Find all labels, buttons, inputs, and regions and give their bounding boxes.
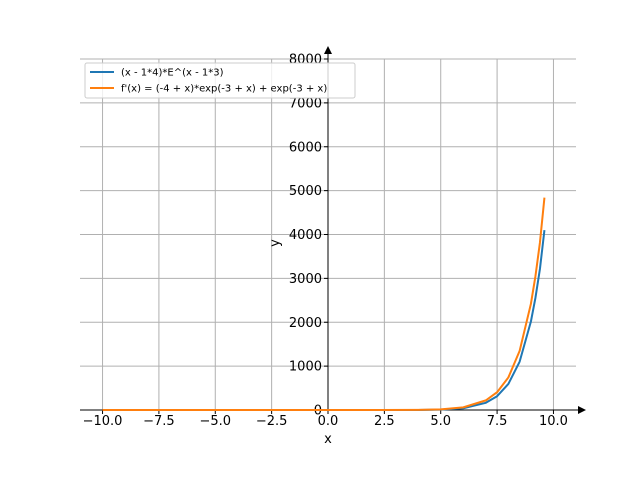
x-tick-label: 7.5 <box>487 414 508 429</box>
legend: (x - 1*4)*E^(x - 1*3) f'(x) = (-4 + x)*e… <box>84 62 356 99</box>
series-line-2 <box>102 197 546 412</box>
y-axis-label: y <box>268 239 283 247</box>
series-lines <box>102 197 546 412</box>
legend-label-series-1: (x - 1*4)*E^(x - 1*3) <box>121 68 224 79</box>
x-tick-label: 0.0 <box>318 414 339 429</box>
y-tick-label: 6000 <box>289 140 322 155</box>
x-axis-arrow-icon <box>578 406 586 414</box>
x-tick-marks: −10.0 −7.5 −5.0 −2.5 0.0 2.5 5.0 7.5 10.0 <box>83 410 568 429</box>
x-axis-label: x <box>324 432 332 447</box>
series-line-1 <box>102 229 546 412</box>
y-axis-arrow-icon <box>324 46 332 54</box>
x-tick-label: −7.5 <box>143 414 175 429</box>
y-tick-label: 2000 <box>289 316 322 331</box>
y-tick-label: 3000 <box>289 272 322 287</box>
legend-label-series-2: f'(x) = (-4 + x)*exp(-3 + x) + exp(-3 + … <box>121 84 327 95</box>
x-tick-label: 2.5 <box>374 414 395 429</box>
x-tick-label: −10.0 <box>83 414 123 429</box>
legend-box <box>84 62 356 99</box>
y-tick-label: 5000 <box>289 184 322 199</box>
y-tick-label: 7000 <box>289 96 322 111</box>
x-tick-label: 5.0 <box>430 414 451 429</box>
y-tick-label: 1000 <box>289 360 322 375</box>
y-tick-label: 4000 <box>289 228 322 243</box>
y-axis <box>324 46 332 410</box>
x-tick-label: −5.0 <box>199 414 231 429</box>
x-tick-label: −2.5 <box>256 414 288 429</box>
x-tick-label: 10.0 <box>539 414 568 429</box>
